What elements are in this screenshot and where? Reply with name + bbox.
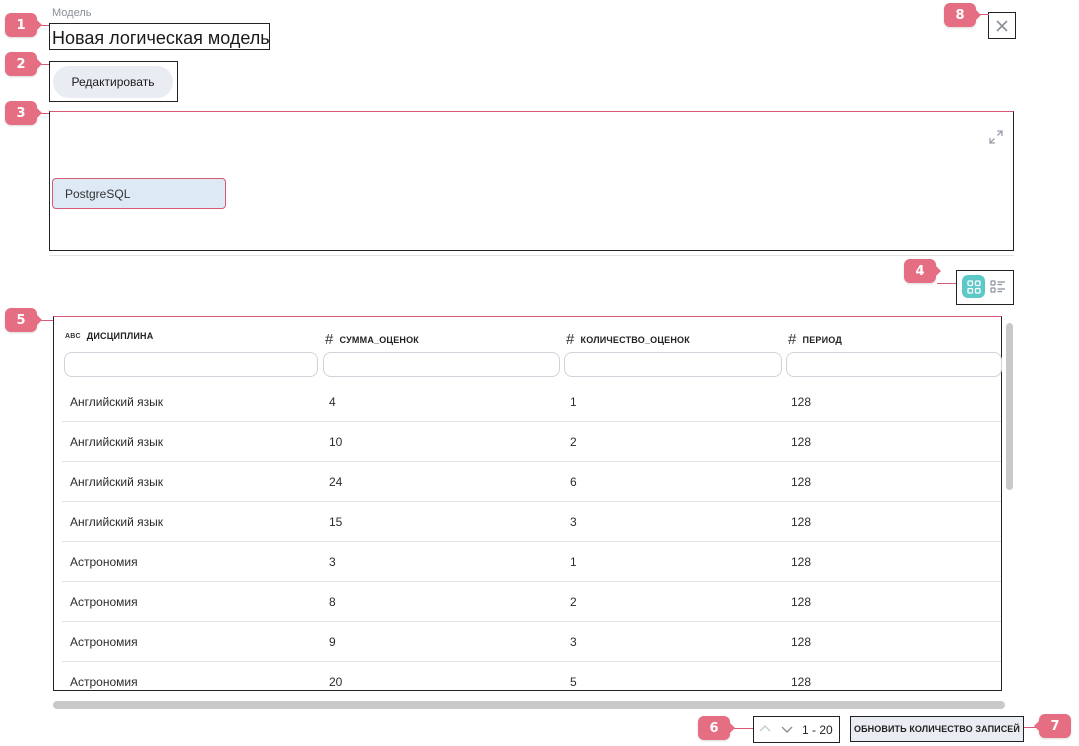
chevron-up-icon[interactable] bbox=[758, 722, 772, 736]
table-cell[interactable]: Астрономия bbox=[70, 635, 138, 649]
vertical-scrollbar[interactable] bbox=[1006, 323, 1013, 490]
row-divider bbox=[62, 541, 1001, 542]
table-cell[interactable]: 128 bbox=[791, 435, 812, 449]
chevron-down-icon[interactable] bbox=[780, 722, 794, 736]
filter-input-count[interactable] bbox=[564, 352, 782, 377]
table-cell[interactable]: 128 bbox=[791, 595, 812, 609]
callout-badge-7: 7 bbox=[1034, 714, 1071, 738]
datasource-node[interactable]: PostgreSQL bbox=[52, 178, 226, 209]
table-cell[interactable]: 128 bbox=[791, 475, 812, 489]
callout-leader bbox=[37, 113, 49, 114]
column-name: СУММА_ОЦЕНОК bbox=[339, 334, 419, 345]
refresh-count-button[interactable]: ОБНОВИТЬ КОЛИЧЕСТВО ЗАПИСЕЙ bbox=[850, 716, 1024, 742]
table-cell[interactable]: 3 bbox=[570, 635, 577, 649]
table-cell[interactable]: 128 bbox=[791, 675, 812, 689]
pagination-control: 1 - 20 bbox=[753, 716, 840, 743]
column-name: КОЛИЧЕСТВО_ОЦЕНОК bbox=[580, 334, 690, 345]
table-cell[interactable]: Английский язык bbox=[70, 515, 164, 529]
table-cell[interactable]: 3 bbox=[329, 555, 336, 569]
canvas-highlight-top bbox=[49, 111, 1014, 251]
callout-badge-5: 5 bbox=[5, 308, 42, 332]
callout-badge-4: 4 bbox=[904, 259, 941, 283]
callout-leader bbox=[37, 320, 53, 321]
row-divider bbox=[62, 661, 1001, 662]
model-caption: Модель bbox=[52, 7, 92, 19]
table-highlight bbox=[53, 316, 1002, 691]
column-header-sum[interactable]: # СУММА_ОЦЕНОК bbox=[325, 331, 419, 348]
table-cell[interactable]: 1 bbox=[570, 555, 577, 569]
row-divider bbox=[62, 501, 1001, 502]
table-cell[interactable]: Астрономия bbox=[70, 595, 138, 609]
expand-icon[interactable] bbox=[989, 130, 1003, 144]
table-cell[interactable]: 128 bbox=[791, 515, 812, 529]
callout-badge-1: 1 bbox=[5, 13, 42, 37]
page-range: 1 - 20 bbox=[802, 723, 833, 737]
edit-highlight bbox=[49, 61, 178, 102]
edit-button[interactable]: Редактировать bbox=[53, 66, 173, 98]
callout-badge-6: 6 bbox=[698, 716, 735, 740]
column-header-count[interactable]: # КОЛИЧЕСТВО_ОЦЕНОК bbox=[566, 331, 690, 348]
number-type-icon: # bbox=[788, 331, 797, 348]
title-highlight bbox=[49, 23, 270, 50]
canvas-divider bbox=[49, 255, 1014, 256]
view-toggle-frame bbox=[956, 270, 1014, 305]
table-cell[interactable]: 2 bbox=[570, 435, 577, 449]
grid-view-button[interactable] bbox=[962, 275, 985, 298]
column-name: ПЕРИОД bbox=[802, 334, 842, 345]
table-cell[interactable]: Астрономия bbox=[70, 555, 138, 569]
callout-badge-8: 8 bbox=[944, 3, 981, 27]
table-cell[interactable]: Астрономия bbox=[70, 675, 138, 689]
table-cell[interactable]: 8 bbox=[329, 595, 336, 609]
table-cell[interactable]: Английский язык bbox=[70, 395, 164, 409]
table-cell[interactable]: 1 bbox=[570, 395, 577, 409]
callout-leader bbox=[1024, 727, 1038, 728]
list-view-icon[interactable] bbox=[989, 278, 1007, 296]
horizontal-scrollbar[interactable] bbox=[53, 701, 1005, 709]
table-cell[interactable]: 128 bbox=[791, 395, 812, 409]
number-type-icon: # bbox=[325, 331, 334, 348]
table-cell[interactable]: 15 bbox=[329, 515, 343, 529]
table-cell[interactable]: 128 bbox=[791, 635, 812, 649]
callout-leader bbox=[37, 64, 49, 65]
callout-badge-2: 2 bbox=[5, 52, 42, 76]
column-header-discipline[interactable]: ABC ДИСЦИПЛИНА bbox=[65, 331, 153, 341]
callout-badge-3: 3 bbox=[5, 101, 42, 125]
table-cell[interactable]: 6 bbox=[570, 475, 577, 489]
row-divider bbox=[62, 461, 1001, 462]
close-button[interactable] bbox=[988, 12, 1016, 39]
table-cell[interactable]: 10 bbox=[329, 435, 343, 449]
grid-view-icon bbox=[966, 279, 981, 294]
callout-leader bbox=[976, 14, 989, 15]
filter-input-sum[interactable] bbox=[323, 352, 560, 377]
filter-input-discipline[interactable] bbox=[64, 352, 318, 377]
model-title[interactable]: Новая логическая модель bbox=[52, 28, 270, 48]
number-type-icon: # bbox=[566, 331, 575, 348]
column-name: ДИСЦИПЛИНА bbox=[86, 331, 154, 341]
row-divider bbox=[62, 581, 1001, 582]
row-divider bbox=[62, 621, 1001, 622]
table-cell[interactable]: 3 bbox=[570, 515, 577, 529]
callout-leader bbox=[937, 283, 956, 284]
table-cell[interactable]: 4 bbox=[329, 395, 336, 409]
table-cell[interactable]: Английский язык bbox=[70, 435, 164, 449]
callout-leader bbox=[731, 728, 753, 729]
table-cell[interactable]: 128 bbox=[791, 555, 812, 569]
callout-leader bbox=[37, 25, 49, 26]
table-cell[interactable]: Английский язык bbox=[70, 475, 164, 489]
table-cell[interactable]: 9 bbox=[329, 635, 336, 649]
table-cell[interactable]: 20 bbox=[329, 675, 343, 689]
text-type-icon: ABC bbox=[65, 332, 81, 340]
row-divider bbox=[62, 421, 1001, 422]
filter-input-period[interactable] bbox=[786, 352, 1002, 377]
table-cell[interactable]: 2 bbox=[570, 595, 577, 609]
table-cell[interactable]: 24 bbox=[329, 475, 343, 489]
close-icon bbox=[996, 19, 1008, 32]
column-header-period[interactable]: # ПЕРИОД bbox=[788, 331, 842, 348]
table-cell[interactable]: 5 bbox=[570, 675, 577, 689]
